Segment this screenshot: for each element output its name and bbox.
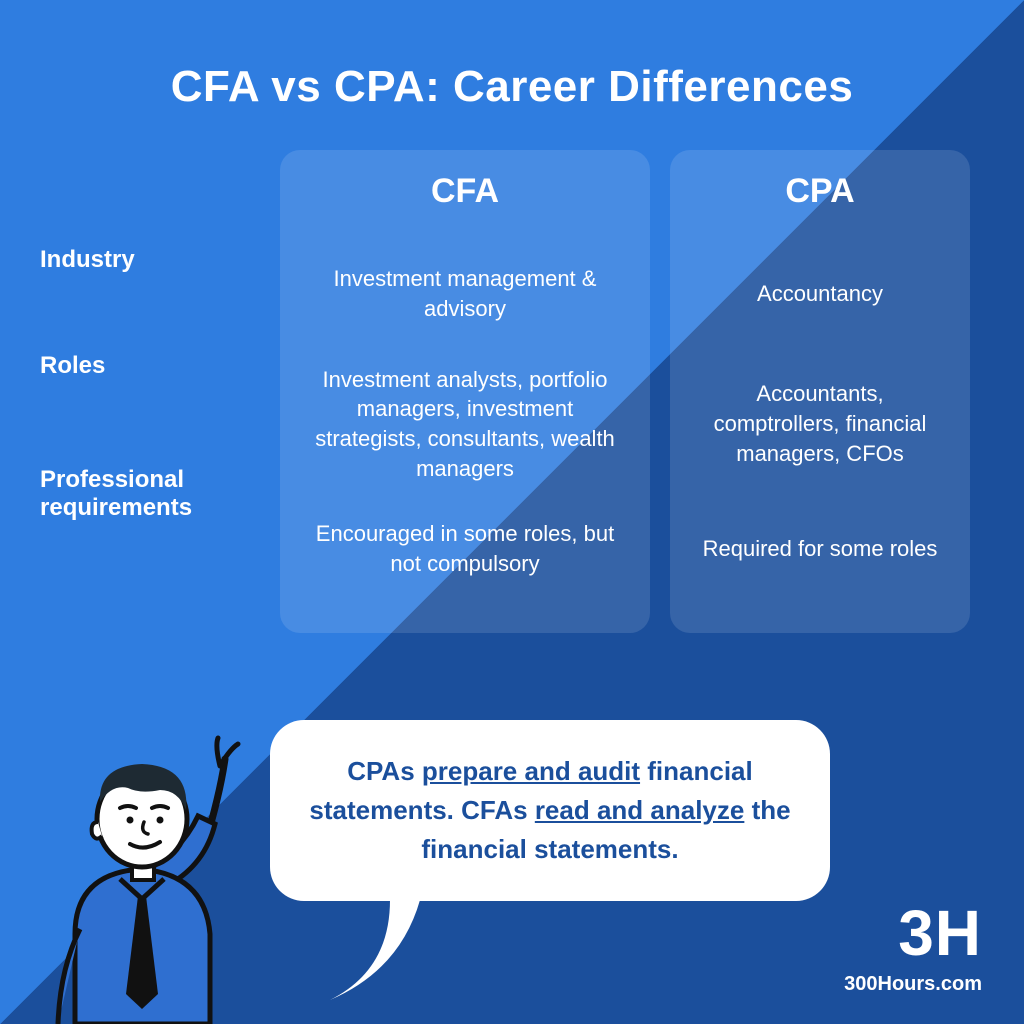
- speech-bubble-tail-icon: [330, 900, 450, 1010]
- cfa-card: CFA Investment management & advisory Inv…: [280, 150, 650, 633]
- cpa-roles: Accountants, comptrollers, financial man…: [692, 349, 948, 499]
- cfa-roles: Investment analysts, portfolio managers,…: [302, 349, 628, 499]
- row-label-industry: Industry: [40, 246, 260, 274]
- logo-url: 300Hours.com: [844, 973, 982, 996]
- logo-mark: 3H: [898, 896, 982, 970]
- cpa-card: CPA Accountancy Accountants, comptroller…: [670, 150, 970, 633]
- comparison-grid: Industry Roles Professional requirements…: [40, 150, 984, 633]
- cfa-requirements: Encouraged in some roles, but not compul…: [302, 499, 628, 599]
- cfa-industry: Investment management & advisory: [302, 239, 628, 349]
- bubble-underline-2: read and analyze: [535, 795, 745, 825]
- bubble-text-1: CPAs: [347, 756, 422, 786]
- speech-bubble-body: CPAs prepare and audit financial stateme…: [270, 720, 830, 901]
- cfa-header: CFA: [302, 172, 628, 211]
- cpa-header: CPA: [692, 172, 948, 211]
- cpa-industry: Accountancy: [692, 239, 948, 349]
- row-label-roles: Roles: [40, 352, 260, 380]
- row-label-requirements: Professional requirements: [40, 466, 260, 522]
- speech-bubble: CPAs prepare and audit financial stateme…: [270, 720, 830, 901]
- bubble-underline-1: prepare and audit: [422, 756, 640, 786]
- row-labels-column: Industry Roles Professional requirements: [40, 150, 260, 633]
- cpa-requirements: Required for some roles: [692, 499, 948, 599]
- person-illustration-icon: [20, 724, 280, 1024]
- page-title: CFA vs CPA: Career Differences: [0, 62, 1024, 112]
